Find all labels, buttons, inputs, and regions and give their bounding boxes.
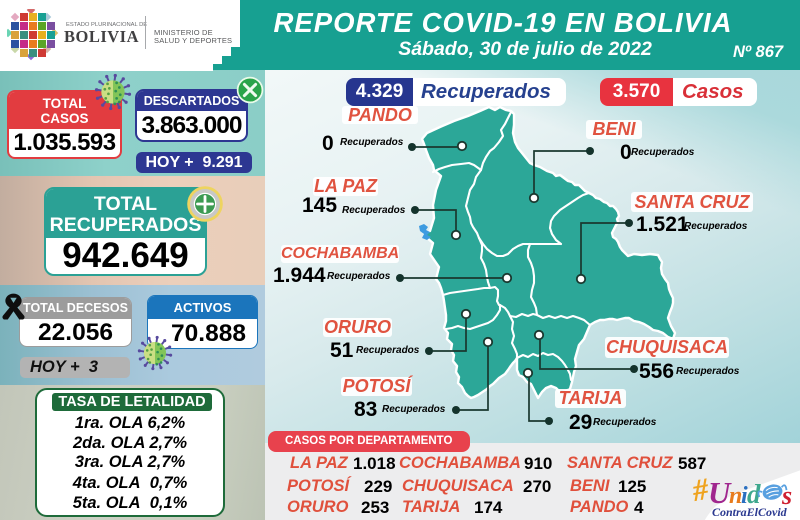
svg-text:ContraElCovid: ContraElCovid xyxy=(712,505,788,518)
svg-text:U: U xyxy=(708,475,732,510)
svg-text:#: # xyxy=(692,471,712,509)
svg-text:i: i xyxy=(741,483,748,509)
svg-text:n: n xyxy=(729,483,742,509)
svg-text:d: d xyxy=(747,479,761,509)
svg-text:s: s xyxy=(781,481,792,510)
